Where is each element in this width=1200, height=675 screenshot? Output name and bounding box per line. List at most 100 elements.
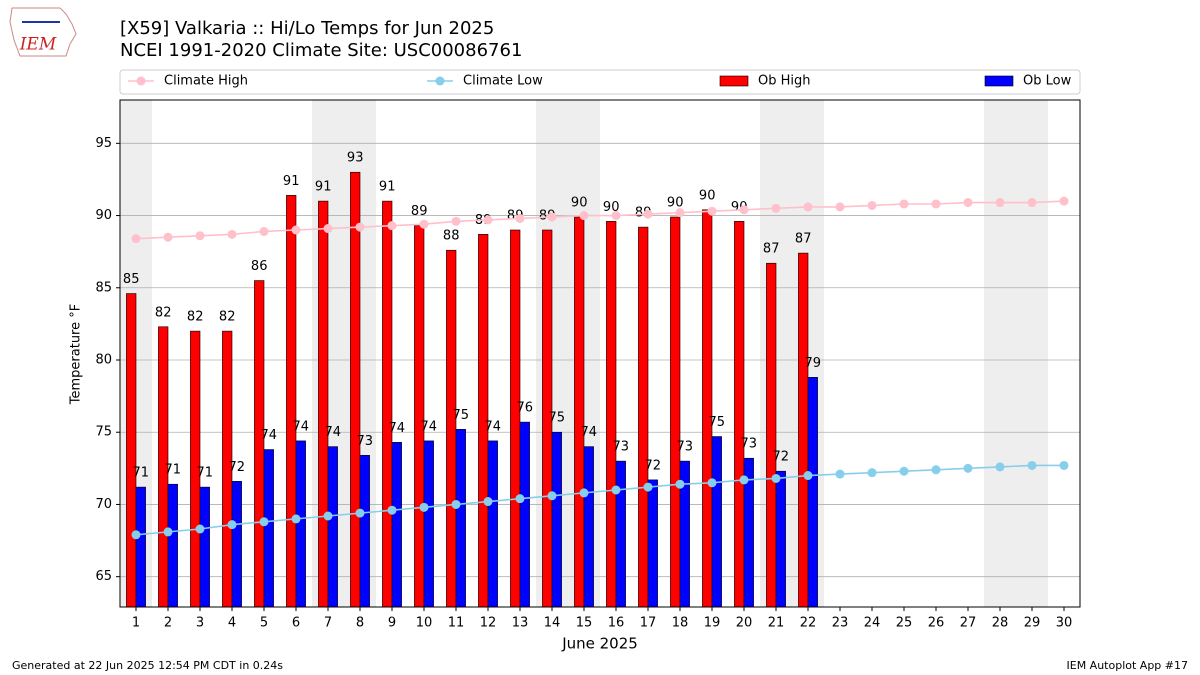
bar [414, 225, 425, 608]
x-tick-label: 27 [960, 616, 977, 631]
data-label: 93 [347, 151, 364, 166]
point [451, 216, 461, 226]
x-tick-label: 18 [672, 616, 689, 631]
x-tick-label: 30 [1056, 616, 1073, 631]
data-label: 82 [187, 310, 204, 325]
bar [350, 171, 361, 608]
y-axis-label: Temperature °F [69, 304, 84, 405]
point [963, 463, 973, 473]
data-label: 79 [805, 356, 822, 371]
point [1059, 460, 1069, 470]
bar [519, 421, 530, 608]
y-tick-label: 85 [95, 280, 112, 295]
point [483, 497, 493, 507]
point [579, 488, 589, 498]
point [323, 224, 333, 234]
point [995, 462, 1005, 472]
data-label: 76 [517, 401, 534, 416]
bar [254, 280, 265, 608]
point [899, 199, 909, 209]
chart-subtitle: NCEI 1991-2020 Climate Site: USC00086761 [120, 40, 522, 61]
x-tick-label: 6 [292, 616, 300, 631]
point [771, 203, 781, 213]
plot-frame [119, 99, 1081, 608]
point [803, 202, 813, 212]
data-label: 74 [261, 428, 278, 443]
y-tick-label: 75 [95, 425, 112, 440]
bar [446, 249, 457, 608]
point [131, 530, 141, 540]
bar [455, 429, 466, 608]
x-tick-label: 28 [992, 616, 1009, 631]
logo-outline [9, 7, 77, 57]
bar [702, 209, 713, 608]
bar [487, 440, 498, 608]
bar [391, 442, 402, 608]
data-label: 86 [251, 259, 268, 274]
bar [798, 252, 809, 608]
footer-left: Generated at 22 Jun 2025 12:54 PM CDT in… [12, 659, 283, 672]
bar [711, 436, 722, 608]
point [483, 215, 493, 225]
line [135, 200, 1065, 240]
point [259, 517, 269, 527]
point [675, 208, 685, 218]
y-tick-label: 95 [95, 136, 112, 151]
bar [510, 229, 521, 608]
y-tick-label: 90 [95, 208, 112, 223]
y-tick-label: 65 [95, 569, 112, 584]
point [387, 221, 397, 231]
data-label: 74 [389, 421, 406, 436]
legend-label: Ob High [758, 74, 811, 89]
data-label: 89 [411, 204, 428, 219]
data-label: 91 [315, 180, 332, 195]
bar [327, 446, 338, 608]
point [899, 466, 909, 476]
bar [423, 440, 434, 608]
point [515, 494, 525, 504]
point [611, 485, 621, 495]
x-tick-label: 9 [388, 616, 396, 631]
point [995, 198, 1005, 208]
point [707, 478, 717, 488]
point [355, 508, 365, 518]
bar [766, 262, 777, 608]
line [135, 464, 1064, 536]
point [355, 222, 365, 232]
data-label: 73 [357, 434, 374, 449]
point [867, 468, 877, 478]
point [707, 206, 717, 216]
data-label: 72 [773, 450, 790, 465]
bar [295, 440, 306, 608]
x-tick-label: 15 [576, 616, 593, 631]
legend-swatch [719, 75, 749, 87]
data-label: 71 [165, 463, 182, 478]
point [163, 232, 173, 242]
point [963, 198, 973, 208]
point [227, 229, 237, 239]
x-tick-label: 2 [164, 616, 172, 631]
point [835, 202, 845, 212]
point [835, 469, 845, 479]
point [1027, 460, 1037, 470]
bar [615, 460, 626, 608]
point [419, 502, 429, 512]
x-tick-label: 5 [260, 616, 268, 631]
x-tick-label: 1 [132, 616, 140, 631]
data-label: 75 [709, 415, 726, 430]
x-tick-label: 20 [736, 616, 753, 631]
data-label: 71 [133, 466, 150, 481]
point [675, 479, 685, 489]
data-label: 91 [379, 180, 396, 195]
point [163, 527, 173, 537]
data-label: 85 [123, 272, 140, 287]
bar [126, 293, 137, 608]
bar [734, 221, 745, 608]
x-tick-label: 7 [324, 616, 332, 631]
point [739, 205, 749, 215]
weekend-band [984, 100, 1016, 607]
bar [647, 479, 658, 608]
data-label: 82 [155, 305, 172, 320]
legend-frame [119, 69, 1081, 95]
